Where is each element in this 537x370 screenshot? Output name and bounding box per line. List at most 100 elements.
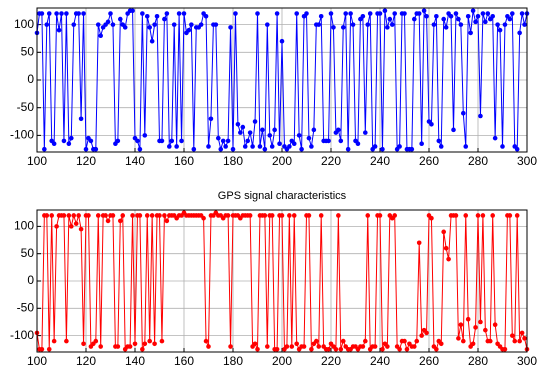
x-tick-label: 280: [468, 354, 488, 368]
data-point: [314, 338, 319, 344]
data-point: [434, 14, 439, 19]
data-point: [416, 240, 422, 246]
data-point: [81, 341, 86, 347]
data-point: [61, 138, 67, 144]
data-point: [514, 213, 520, 218]
data-point: [318, 14, 324, 19]
data-point: [382, 8, 388, 14]
data-point: [137, 213, 143, 218]
data-point: [294, 11, 300, 16]
data-point: [446, 256, 451, 262]
data-point: [429, 215, 434, 221]
data-point: [456, 336, 461, 341]
data-point: [311, 127, 317, 133]
data-point: [419, 333, 424, 338]
data-point: [443, 245, 449, 251]
data-point: [152, 22, 157, 27]
x-tick-label: 260: [419, 154, 439, 168]
data-point: [340, 338, 346, 344]
data-point: [171, 22, 177, 27]
data-point: [144, 14, 150, 19]
data-point: [309, 346, 314, 352]
data-point: [451, 127, 456, 133]
data-point: [115, 138, 121, 144]
data-point: [235, 122, 241, 127]
data-point: [76, 213, 81, 218]
data-point: [412, 344, 417, 349]
data-point: [110, 22, 116, 27]
data-point: [262, 146, 268, 152]
data-point: [475, 14, 481, 19]
data-point: [71, 213, 77, 218]
data-point: [316, 22, 322, 27]
x-tick-label: 140: [125, 354, 145, 368]
x-tick-label: 300: [517, 354, 537, 368]
data-point: [502, 346, 508, 352]
data-point: [242, 144, 248, 149]
data-point: [289, 344, 295, 349]
data-point: [189, 22, 194, 27]
data-point: [453, 213, 459, 218]
data-point: [517, 30, 522, 36]
data-point: [56, 27, 62, 33]
data-point: [372, 344, 378, 349]
data-point: [176, 11, 182, 16]
data-point: [147, 25, 152, 30]
axes-box: [36, 7, 528, 153]
data-point: [69, 224, 74, 229]
data-point: [225, 213, 231, 218]
data-point: [365, 22, 371, 27]
data-point: [473, 325, 478, 330]
data-point: [483, 327, 488, 333]
data-point: [142, 133, 148, 138]
data-point: [164, 11, 170, 16]
data-point: [480, 213, 486, 218]
data-point: [377, 213, 383, 218]
data-point: [44, 213, 50, 218]
data-point: [443, 25, 449, 30]
data-point: [279, 38, 285, 44]
data-point: [306, 213, 312, 218]
data-point: [507, 16, 513, 22]
data-point: [78, 116, 84, 122]
x-tick-label: 200: [272, 154, 292, 168]
data-point: [250, 144, 255, 149]
data-point: [149, 38, 155, 44]
data-point: [333, 346, 339, 352]
data-point: [274, 11, 280, 16]
data-point: [88, 138, 94, 144]
data-point: [441, 16, 447, 22]
data-point: [203, 14, 209, 19]
axes-box: [36, 209, 528, 353]
data-point: [478, 319, 483, 325]
data-point: [118, 16, 123, 22]
data-point: [81, 11, 86, 16]
y-tick-label: 0: [27, 72, 34, 86]
data-point: [64, 338, 69, 344]
data-point: [458, 322, 464, 327]
data-point: [46, 346, 52, 352]
data-point: [465, 316, 471, 322]
data-point: [284, 344, 290, 349]
data-point: [213, 22, 219, 27]
data-point: [326, 138, 331, 144]
y-tick-label: -50: [17, 100, 35, 114]
data-point: [461, 338, 466, 344]
data-point: [510, 333, 515, 338]
data-point: [355, 141, 361, 146]
x-tick-label: 240: [370, 154, 390, 168]
y-tick-label: 100: [14, 17, 34, 31]
data-point: [304, 11, 309, 16]
data-point: [245, 138, 250, 144]
data-point: [137, 146, 143, 152]
data-point: [291, 213, 297, 218]
data-point: [277, 141, 282, 146]
data-point: [73, 221, 79, 226]
data-point: [363, 338, 368, 344]
data-point: [380, 146, 385, 152]
data-point: [436, 138, 442, 144]
data-point: [448, 14, 454, 19]
data-point: [206, 144, 211, 149]
data-point: [105, 19, 111, 25]
data-point: [519, 330, 525, 336]
